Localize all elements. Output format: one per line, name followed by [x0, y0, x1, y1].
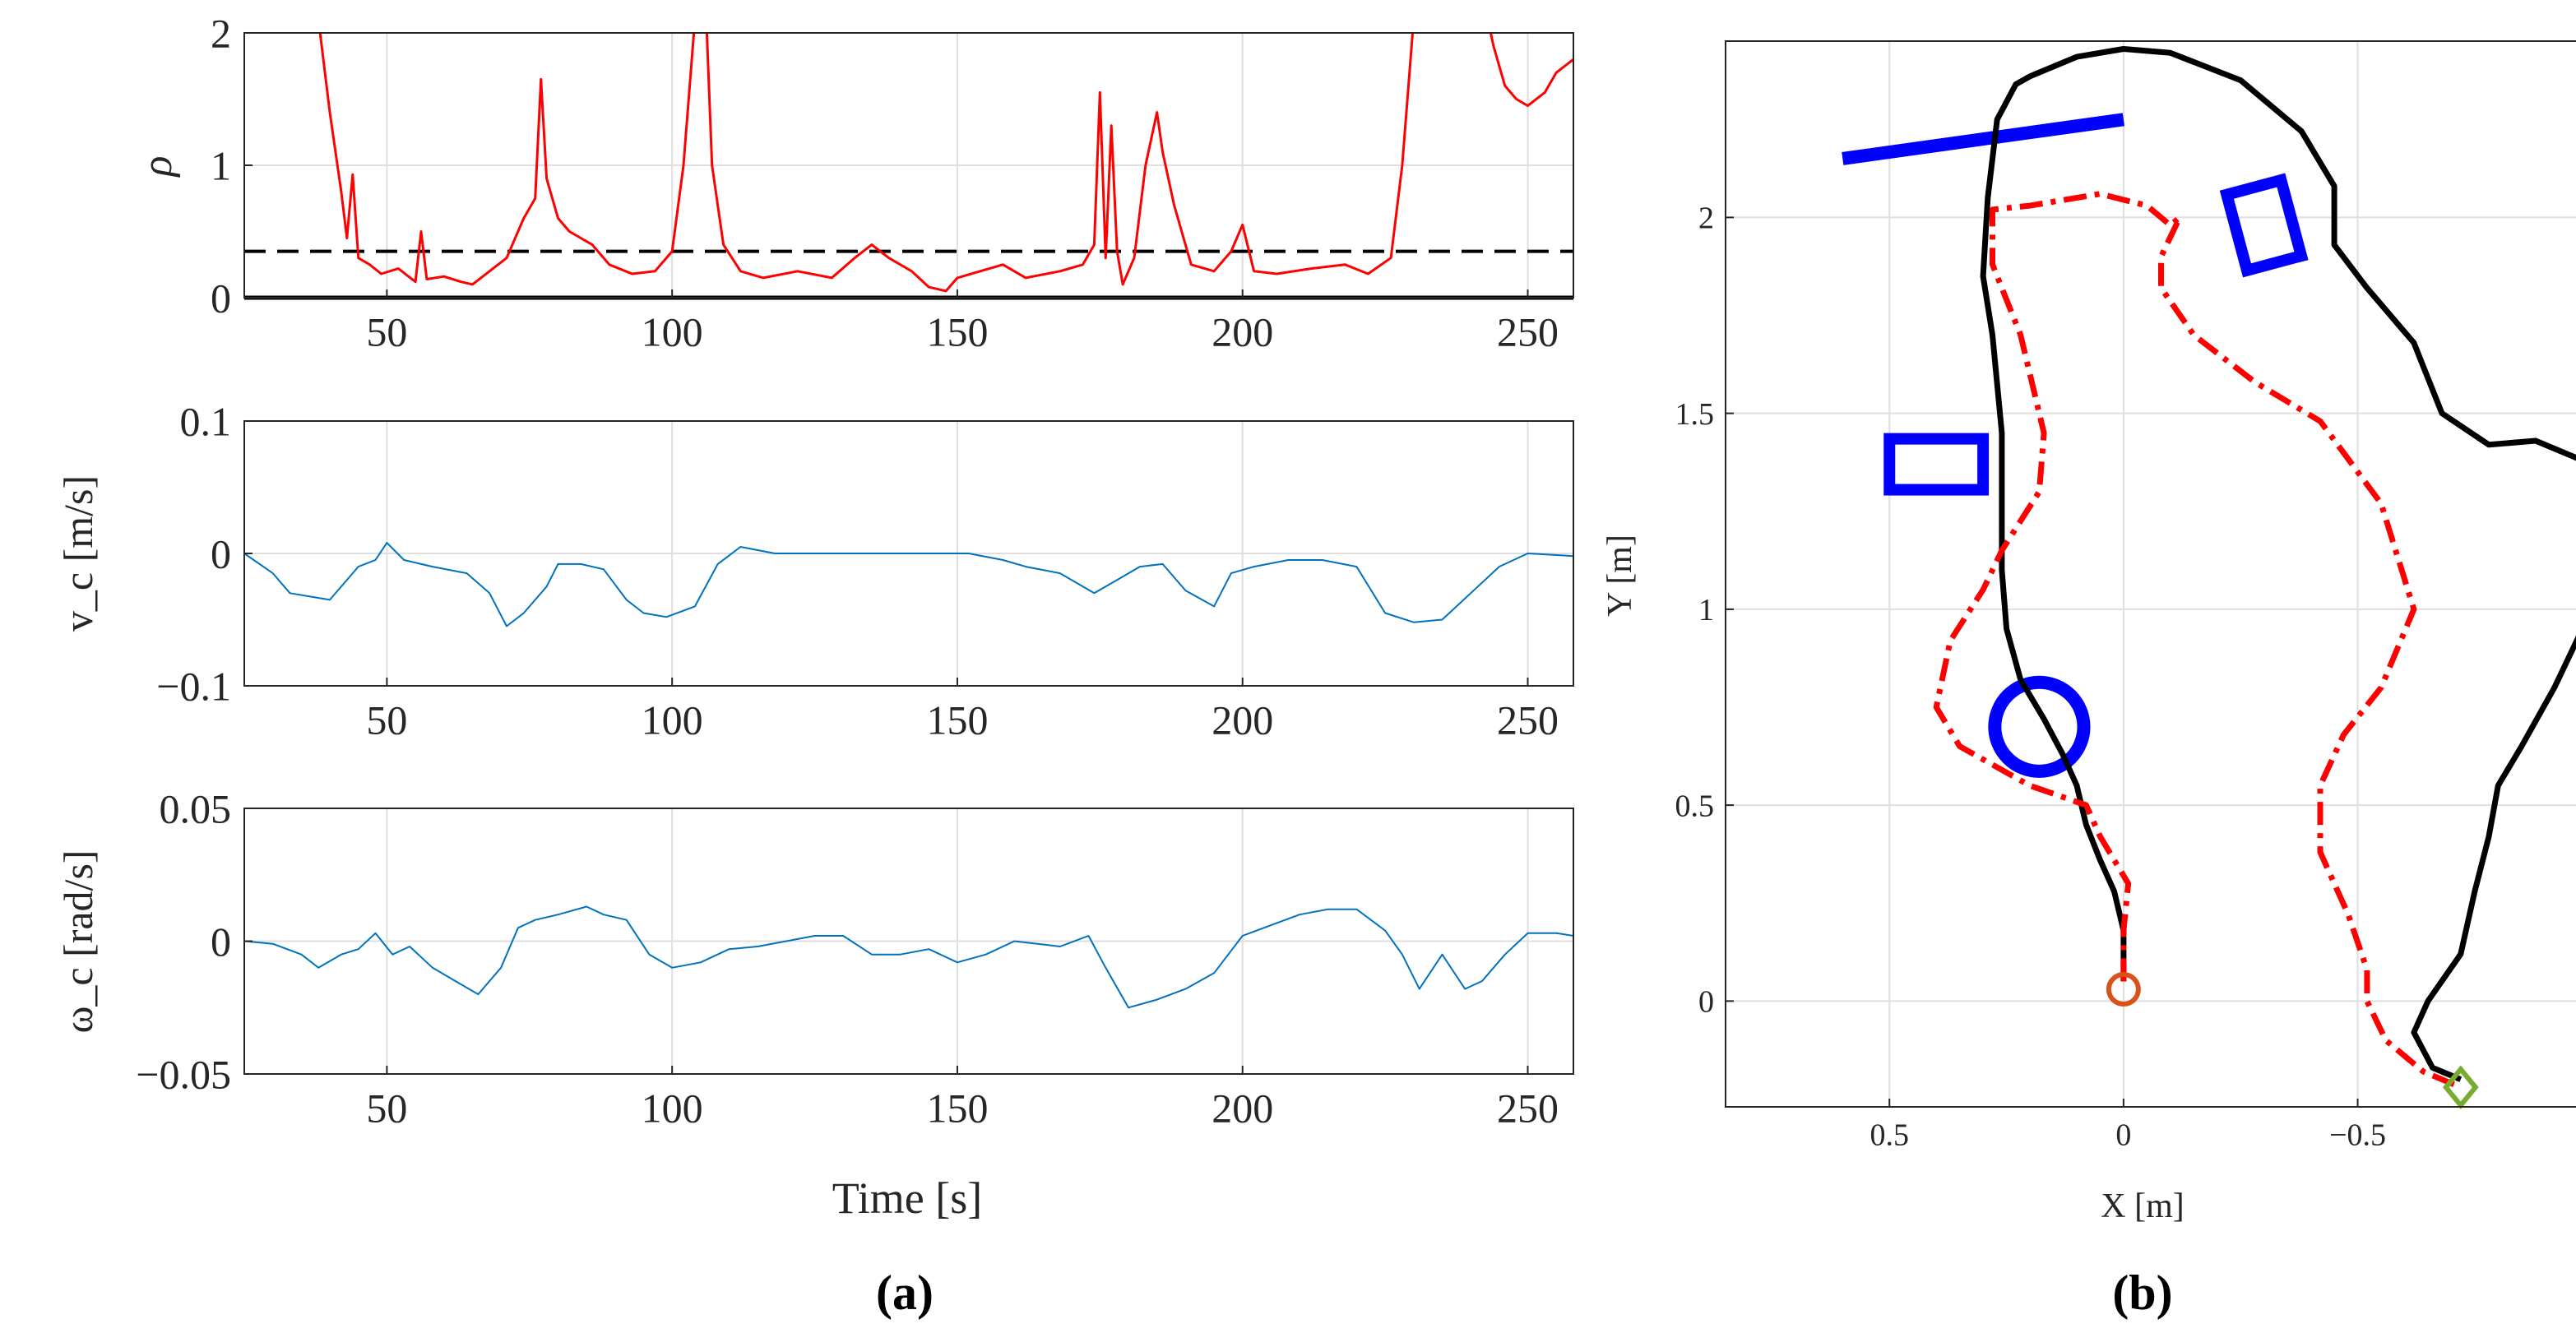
obstacle-circle	[1988, 675, 2091, 778]
rho-line	[318, 33, 1415, 293]
traj-xlabel: X [m]	[2101, 1187, 2184, 1225]
rho-tail-line	[1489, 33, 1573, 108]
time-xlabel: Time [s]	[832, 1173, 983, 1223]
x-tick-label: 0.5	[1870, 1118, 1910, 1152]
x-tick-label: 150	[926, 697, 988, 743]
x-tick-label: 250	[1497, 697, 1559, 743]
obstacle-box	[1883, 433, 1990, 496]
wc-ylabel: ω_c [rad/s]	[55, 849, 101, 1033]
rho-axes: 50 100 150 200 250 0 1 2	[211, 11, 1574, 355]
x-tick-label: 200	[1212, 697, 1273, 743]
y-tick-label: 1	[1698, 593, 1714, 627]
y-tick-label: 0	[211, 275, 231, 322]
y-tick-label: −0.05	[136, 1052, 231, 1098]
caption-b: (b)	[2112, 1266, 2172, 1320]
x-tick-label: 50	[366, 1085, 407, 1132]
vc-ylabel: v_c [m/s]	[55, 475, 101, 632]
x-tick-label: 100	[642, 1085, 703, 1132]
x-tick-label: 200	[1212, 309, 1273, 355]
rho-ylabel: ρ	[134, 156, 181, 178]
y-tick-label: 1.5	[1675, 397, 1715, 432]
caption-a: (a)	[876, 1266, 934, 1320]
x-tick-label: 50	[366, 309, 407, 355]
x-tick-label: 150	[926, 309, 988, 355]
y-tick-label: 1	[211, 143, 231, 189]
y-tick-label: 0.05	[160, 786, 232, 832]
wc-axes: 50 100 150 200 250 −0.05 0 0.05	[136, 786, 1574, 1132]
x-tick-label: 150	[926, 1085, 988, 1132]
traj-ylabel: Y [m]	[1601, 535, 1639, 617]
reference-path-line	[1933, 191, 2462, 1090]
axes-frame	[1725, 40, 2576, 1108]
y-tick-label: 0.1	[180, 399, 232, 445]
obstacle-bar	[1842, 113, 2125, 165]
y-tick-label: 0	[211, 919, 231, 965]
x-tick-label: −1	[2575, 1118, 2576, 1152]
y-tick-label: 0	[211, 531, 231, 577]
x-tick-label: 100	[642, 697, 703, 743]
actual-path-line	[1980, 46, 2576, 1082]
v_c-line	[244, 542, 1573, 627]
x-tick-label: 0	[2115, 1118, 2131, 1152]
x-tick-label: 250	[1497, 1085, 1559, 1132]
y-tick-label: 2	[211, 11, 231, 57]
trajectory-axes: 0.5 0 −0.5 −1 0 0.5 1 1.5 2	[1675, 40, 2576, 1152]
y-tick-label: −0.1	[156, 664, 231, 710]
x-tick-label: −0.5	[2329, 1118, 2386, 1152]
y-tick-label: 0.5	[1675, 789, 1715, 823]
x-tick-label: 100	[642, 309, 703, 355]
x-tick-label: 50	[366, 697, 407, 743]
goal-marker	[2442, 1065, 2479, 1109]
w_c-line	[244, 905, 1573, 1009]
vc-axes: 50 100 150 200 250 −0.1 0 0.1	[156, 399, 1574, 743]
obstacle-box	[2219, 173, 2309, 278]
start-marker	[2106, 972, 2141, 1007]
x-tick-label: 200	[1212, 1085, 1273, 1132]
y-tick-label: 2	[1698, 201, 1714, 236]
y-tick-label: 0	[1698, 985, 1714, 1020]
x-tick-label: 250	[1497, 309, 1559, 355]
